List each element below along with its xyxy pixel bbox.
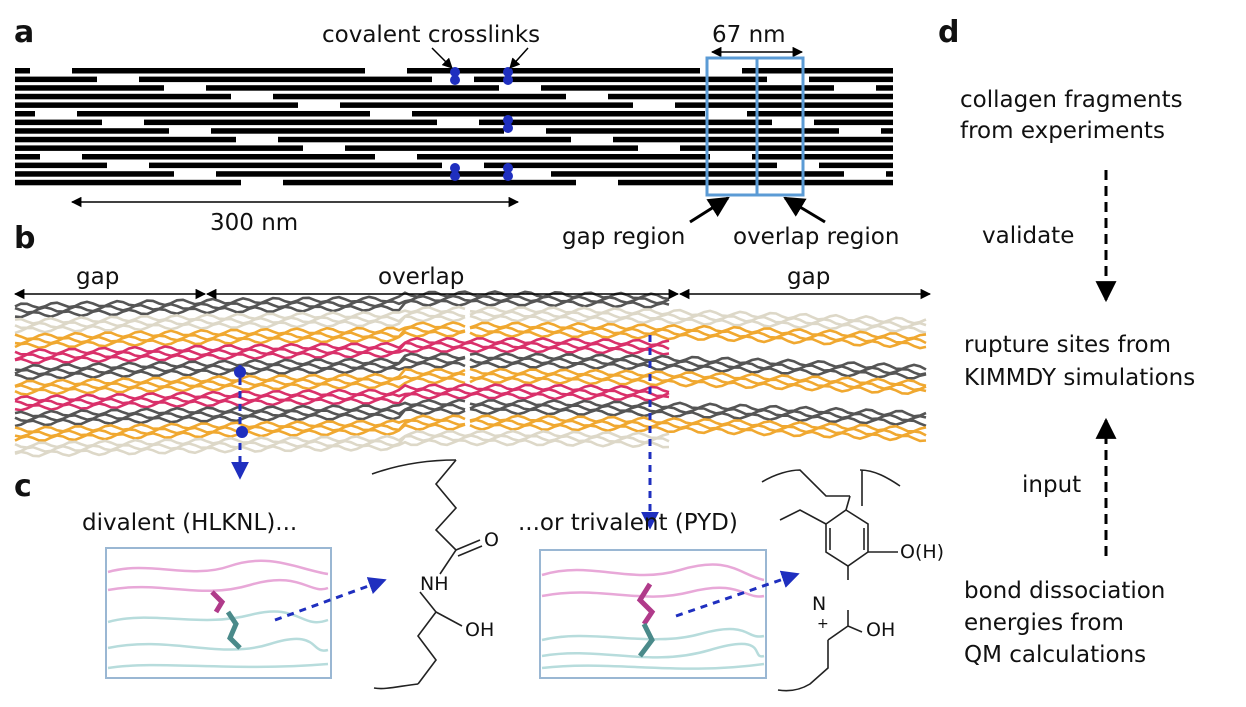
flow-text: energies from — [964, 610, 1124, 636]
fibril — [15, 94, 893, 100]
fibril-gap — [566, 93, 608, 101]
annotation: 67 nm — [712, 22, 786, 48]
fibril-gap — [169, 127, 211, 135]
fibril-gap — [174, 170, 216, 178]
fibril-gap — [834, 84, 876, 92]
fibril-gap — [772, 119, 814, 127]
atom-label: + — [817, 616, 829, 632]
panel-label: b — [14, 221, 35, 256]
atom-label: O — [484, 529, 499, 551]
hlknl-snapshot — [106, 548, 331, 678]
fibril-gap — [102, 119, 144, 127]
fibril-gap — [40, 153, 82, 161]
arrow — [432, 48, 452, 68]
fibril-gap — [442, 162, 484, 170]
atom-label: OH — [465, 619, 494, 641]
fibril-gap — [638, 144, 680, 152]
annotation: overlap — [378, 264, 464, 290]
annotation: covalent crosslinks — [322, 22, 540, 48]
fibril-gap — [375, 153, 417, 161]
fibril — [15, 102, 893, 108]
fibril — [15, 85, 893, 91]
crosslink-dot — [503, 75, 513, 85]
flow-text: collagen fragments — [960, 87, 1183, 113]
flow-text: rupture sites from — [964, 332, 1171, 358]
atom-label: NH — [420, 573, 449, 595]
flow-text: QM calculations — [964, 642, 1146, 668]
fibril-gap — [107, 162, 149, 170]
fibril-gap — [231, 93, 273, 101]
fibril-gap — [365, 67, 407, 75]
pyd-structure — [762, 470, 900, 691]
fibril — [15, 137, 893, 143]
fibril-gap — [437, 119, 479, 127]
fibril-gap — [236, 136, 278, 144]
flow-text: KIMMDY simulations — [964, 365, 1195, 391]
atom-label: N — [812, 593, 826, 615]
panel-label: d — [938, 15, 959, 50]
arrow — [690, 198, 728, 222]
fibril-gap — [499, 84, 541, 92]
flow-text: from experiments — [960, 118, 1165, 144]
fibril-gap — [241, 179, 283, 187]
fibril-gap — [710, 153, 752, 161]
fibril-gap — [97, 76, 139, 84]
fibril — [15, 145, 893, 151]
fibril-gap — [839, 127, 881, 135]
fibril-gap — [303, 144, 345, 152]
crosslink-dot — [503, 123, 513, 133]
crosslink-dot — [503, 171, 513, 181]
flow-text: input — [1022, 472, 1081, 498]
panel-label: c — [14, 469, 32, 504]
figure: a covalent crosslinks 67 nm 300 nm gap r… — [0, 0, 1246, 707]
atom-label: OH — [866, 619, 895, 641]
fibril-gap — [164, 84, 206, 92]
annotation: 300 nm — [210, 210, 298, 236]
arrow — [510, 48, 528, 68]
fibril-gap — [35, 110, 77, 118]
crosslink-dot — [450, 75, 460, 85]
fibril-gap — [777, 162, 819, 170]
fibril-gap — [705, 110, 747, 118]
fibril-diagram — [15, 67, 893, 186]
panel-label: a — [14, 15, 34, 50]
fibril-gap — [509, 170, 551, 178]
fibril-gap — [571, 136, 613, 144]
annotation: overlap region — [733, 224, 899, 250]
annotation: gap — [787, 264, 830, 290]
pyd-snapshot — [540, 550, 766, 678]
arrow — [785, 198, 825, 222]
fibril-gap — [370, 110, 412, 118]
fibril — [15, 128, 893, 134]
atom-label: O(H) — [900, 541, 944, 563]
fibril — [15, 111, 893, 117]
annotation: ...or trivalent (PYD) — [518, 510, 738, 536]
fibril-gap — [844, 170, 886, 178]
fibril — [15, 154, 893, 160]
annotation: gap — [76, 264, 119, 290]
fibril-gap — [30, 67, 72, 75]
fibril-gap — [576, 179, 618, 187]
fibril-gap — [298, 101, 340, 109]
flow-text: bond dissociation — [964, 578, 1165, 604]
annotation: divalent (HLKNL)... — [82, 510, 297, 536]
crosslink-dot — [450, 171, 460, 181]
fibril-gap — [633, 101, 675, 109]
annotation: gap region — [562, 224, 685, 250]
molecular-model — [15, 292, 926, 457]
flow-text: validate — [982, 223, 1074, 249]
